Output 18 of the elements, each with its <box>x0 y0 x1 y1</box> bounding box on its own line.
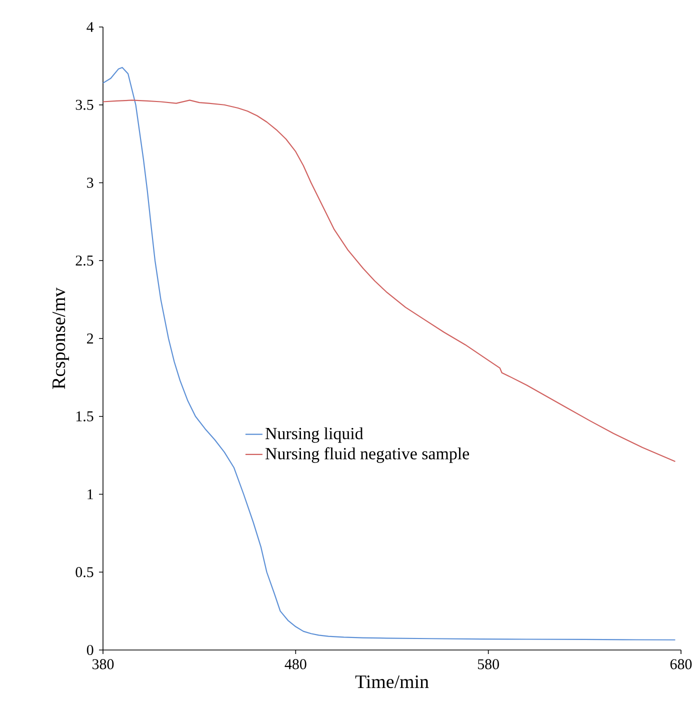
legend-label: Nursing fluid negative sample <box>265 447 470 463</box>
x-tick-label: 380 <box>92 659 114 670</box>
y-tick-label: 0 <box>86 644 94 656</box>
y-tick-label: 0.5 <box>76 567 94 578</box>
y-tick-label: 2.5 <box>76 256 94 266</box>
legend-label: Nursing liquid <box>265 427 364 443</box>
x-tick-label: 680 <box>670 659 692 670</box>
y-tick-label: 4 <box>86 22 94 32</box>
x-axis-title: Time/min <box>355 675 429 688</box>
y-tick-label: 3 <box>87 178 94 188</box>
x-tick-label: 580 <box>478 659 499 670</box>
y-tick-label: 1 <box>88 489 93 500</box>
y-tick-label: 3.5 <box>76 100 94 110</box>
line-series <box>102 66 676 640</box>
y-tick-label: 2 <box>87 334 94 344</box>
y-axis-title: Rcsponse/mv <box>52 287 69 389</box>
y-tick-label: 1.5 <box>76 411 94 422</box>
x-tick-label: 480 <box>284 659 306 670</box>
